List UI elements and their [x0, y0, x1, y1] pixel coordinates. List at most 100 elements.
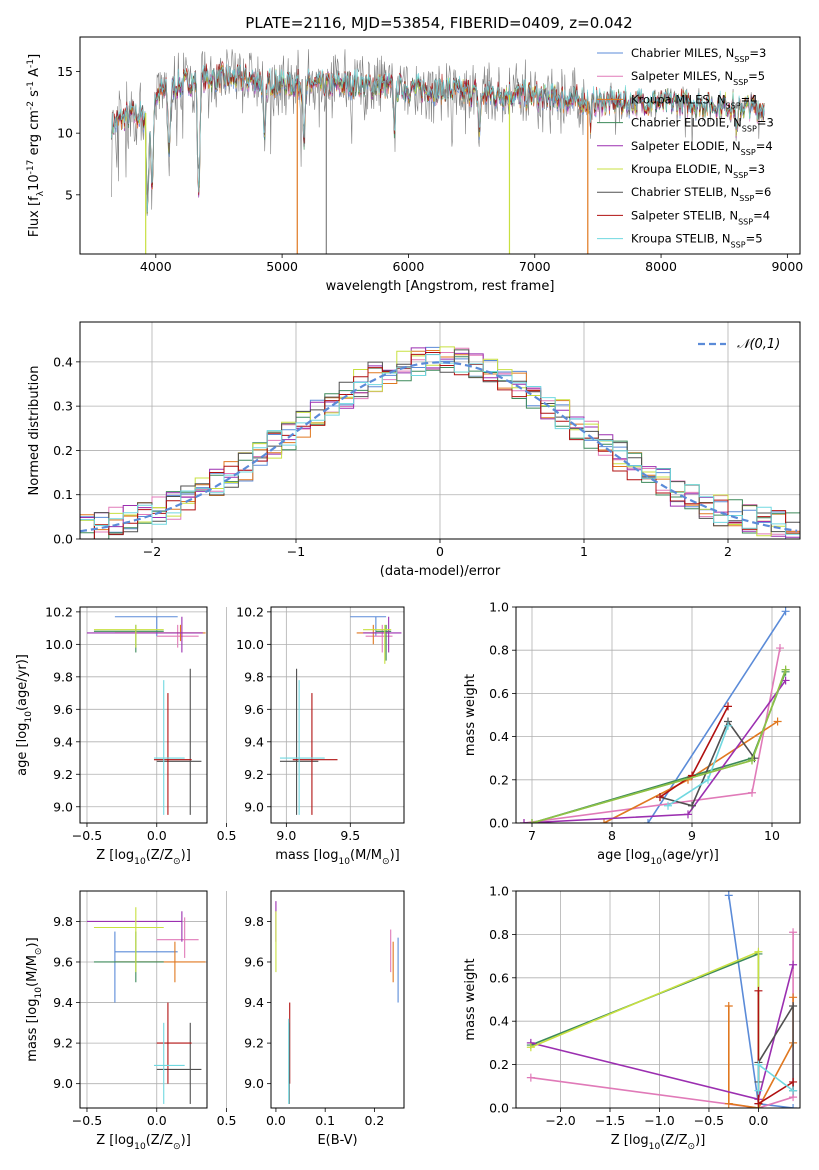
y-tick-label: 1.0	[489, 600, 509, 615]
mass_vs_ebv-axes	[267, 890, 405, 1112]
x-axis-label: Z [log10(Z/Z⊙)]	[611, 1133, 706, 1152]
weight-marker-salpeter_miles	[748, 788, 756, 797]
y-tick-label: 0.0	[489, 1101, 509, 1116]
weight-marker-green2	[781, 665, 790, 674]
y-tick-label: 15	[57, 64, 73, 79]
x-tick-label: 0	[436, 544, 444, 559]
axes-frame	[270, 606, 405, 824]
y-tick-label: 9.0	[53, 1076, 73, 1091]
x-tick-label: 0.5	[217, 828, 237, 843]
legend-label: Chabrier STELIB, NSSP=6	[631, 185, 771, 203]
y-tick-label: 9.0	[244, 1076, 264, 1091]
y-tick-label: 9.4	[244, 995, 264, 1010]
x-axis-label: wavelength [Angstrom, rest frame]	[326, 279, 555, 294]
weight-line-salpeter_elodie	[523, 679, 787, 823]
x-axis-label: E(B-V)	[317, 1133, 357, 1148]
weight-marker-salpeter_miles	[526, 1073, 535, 1082]
normal-curve	[80, 361, 798, 533]
weight-line-salpeter_elodie	[530, 964, 794, 1101]
axes-frame	[79, 890, 208, 1109]
y-tick-label: 9.6	[53, 702, 73, 717]
x-tick-label: −1	[287, 544, 305, 559]
x-tick-label: 6000	[393, 259, 425, 274]
x-tick-label: 0.2	[364, 1113, 384, 1128]
x-tick-label: −1.0	[644, 1113, 674, 1128]
spectrum-legend: Chabrier MILES, NSSP=3 Salpeter MILES, NS…	[597, 46, 774, 249]
weight-marker-kroupa_miles	[773, 717, 782, 726]
y-axis-label: Flux [fλ10-17 erg cm-2 s-1 A-1]	[26, 54, 46, 237]
x-tick-label: 7	[528, 828, 536, 843]
weight-marker-chabrier_stelib	[789, 1002, 798, 1011]
legend-label: Chabrier ELODIE, NSSP=3	[631, 116, 774, 134]
weight-marker-chabrier_miles	[644, 819, 652, 823]
weight-marker-salpeter_miles	[789, 928, 798, 937]
y-tick-label: 5	[65, 187, 73, 202]
legend-label: Salpeter MILES, NSSP=5	[631, 69, 765, 87]
y-tick-label: 0.4	[489, 1014, 509, 1029]
y-axis-label: mass weight	[463, 958, 478, 1040]
model-spectrum-kroupa_stelib	[111, 63, 765, 212]
y-tick-label: 0.2	[489, 1057, 509, 1072]
weight-marker-salpeter_elodie	[520, 819, 528, 823]
age_vs_mass-axes	[267, 606, 405, 827]
y-tick-label: 9.6	[244, 954, 264, 969]
weight-marker-kroupa_elodie	[526, 1043, 535, 1052]
y-tick-label: 0.2	[489, 772, 509, 787]
x-tick-label: −1.5	[595, 1113, 625, 1128]
x-tick-label: −0.5	[72, 828, 102, 843]
axes-frame	[79, 36, 801, 255]
x-tick-label: −0.5	[72, 1113, 102, 1128]
x-tick-label: −2.0	[545, 1113, 575, 1128]
legend-label: Salpeter ELODIE, NSSP=4	[631, 139, 773, 157]
axes-frame	[270, 890, 405, 1109]
weight-marker-kroupa_stelib	[754, 1086, 763, 1095]
axes-frame	[79, 606, 208, 824]
y-tick-label: 0.8	[489, 643, 509, 658]
x-tick-label: 4000	[140, 259, 172, 274]
x-tick-label: 0.0	[147, 1113, 167, 1128]
x-tick-label: 8000	[645, 259, 677, 274]
weight-marker-salpeter_elodie	[781, 676, 790, 685]
y-tick-label: 0.2	[53, 443, 73, 458]
age_vs_Z-axes	[76, 606, 227, 827]
x-tick-label: 0.1	[315, 1113, 335, 1128]
weight-marker-chabrier_miles	[781, 607, 790, 616]
x-axis-label: age [log10(age/yr)]	[597, 848, 719, 867]
y-tick-label: 0.3	[53, 399, 73, 414]
x-tick-label: −2	[143, 544, 161, 559]
x-tick-label: 1	[580, 544, 588, 559]
weight-marker-chabrier_miles	[789, 1104, 798, 1108]
x-axis-label: Z [log10(Z/Z⊙)]	[96, 848, 191, 867]
weight-marker-green2	[528, 819, 536, 823]
weight-marker-salpeter_stelib	[754, 986, 763, 995]
weight-marker-chabrier_stelib	[688, 801, 696, 810]
y-tick-label: 0.8	[489, 927, 509, 942]
y-tick-label: 9.2	[53, 1036, 73, 1051]
y-tick-label: 9.0	[244, 799, 264, 814]
weight-marker-chabrier_miles	[724, 891, 733, 900]
axes-frame	[515, 606, 801, 824]
x-tick-label: 2	[724, 544, 732, 559]
x-tick-label: 9.0	[276, 828, 296, 843]
spectrum-plot-area	[111, 49, 765, 254]
y-tick-label: 10.0	[45, 637, 73, 652]
legend-label: Salpeter STELIB, NSSP=4	[631, 208, 770, 226]
mass_vs_Z-plot-area	[86, 907, 206, 1104]
weight-marker-salpeter_miles	[776, 644, 784, 653]
age_vs_Z-plot-area	[86, 616, 206, 815]
age_vs_mass-plot-area	[279, 616, 402, 815]
weight-marker-salpeter_stelib	[656, 793, 664, 802]
y-axis-label: mass weight	[463, 674, 478, 756]
weight-marker-kroupa_miles	[724, 1099, 733, 1108]
x-tick-label: −0.5	[694, 1113, 724, 1128]
weight-line-salpeter_miles	[523, 647, 781, 823]
y-tick-label: 0.6	[489, 970, 509, 985]
y-tick-label: 9.2	[53, 767, 73, 782]
weight-line-salpeter_miles	[530, 932, 794, 1108]
y-tick-label: 9.8	[244, 914, 264, 929]
weight_vs_Z-plot-area	[526, 891, 798, 1108]
y-tick-label: 9.4	[244, 734, 264, 749]
x-tick-label: 9000	[771, 259, 803, 274]
y-tick-label: 10.2	[45, 604, 73, 619]
x-tick-label: 0.0	[147, 828, 167, 843]
